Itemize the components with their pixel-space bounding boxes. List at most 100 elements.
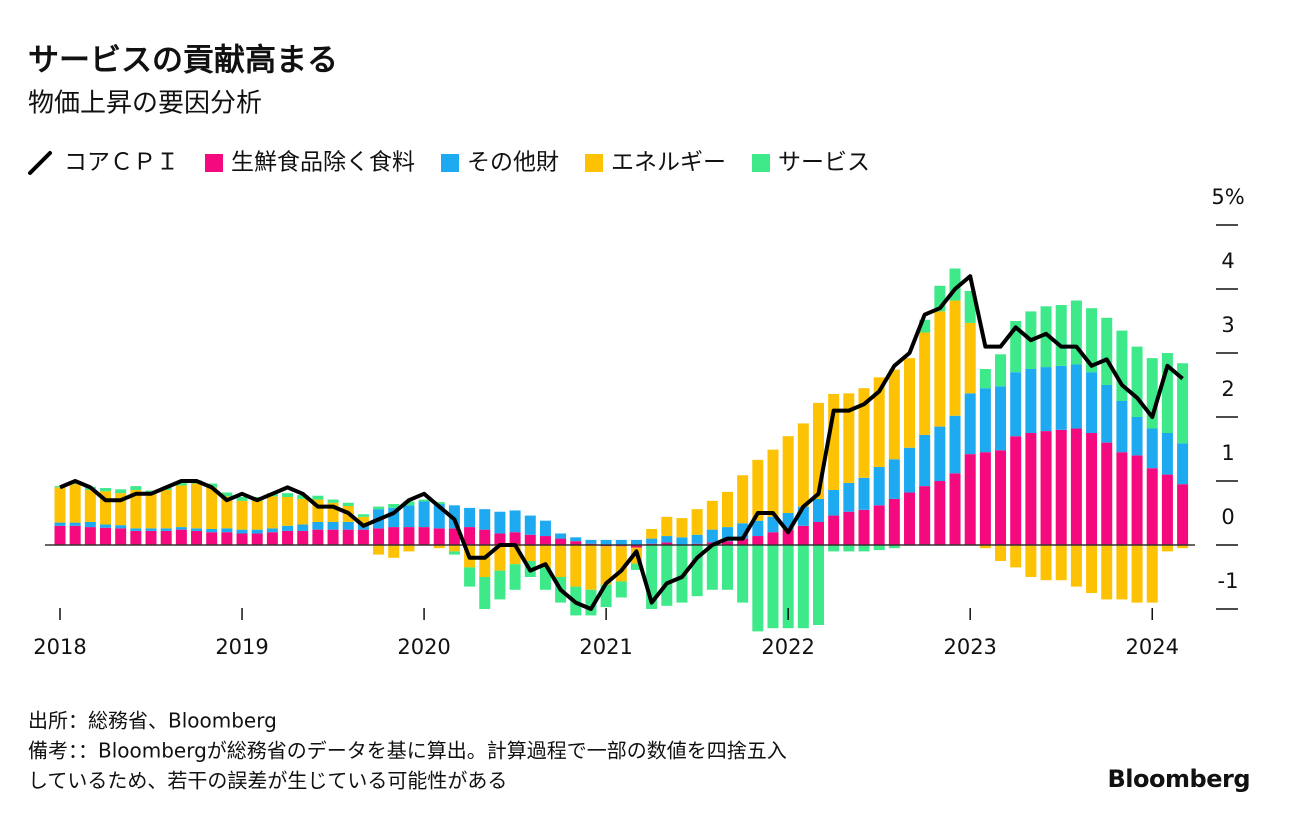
bar-segment xyxy=(813,402,824,499)
bar-segment xyxy=(54,525,66,545)
bar-segment xyxy=(630,545,642,548)
bar-segment xyxy=(191,483,203,529)
bar-segment xyxy=(266,528,278,533)
bar-segment xyxy=(175,529,187,545)
bar-segment xyxy=(388,527,400,545)
bar-segment xyxy=(721,527,733,542)
bar-segment xyxy=(175,482,187,486)
bar-segment xyxy=(282,530,294,545)
bar-segment xyxy=(737,523,749,539)
bar-segment xyxy=(1177,484,1189,545)
bar-segment xyxy=(130,486,142,490)
bar-segment xyxy=(342,521,354,530)
legend-line-icon xyxy=(28,151,52,175)
bar-segment xyxy=(858,477,870,510)
bar-segment xyxy=(539,567,551,590)
bar-segment xyxy=(130,530,142,545)
bar-segment xyxy=(312,529,324,545)
bar-segment xyxy=(1146,358,1158,429)
y-tick-label: 2 xyxy=(1221,377,1234,401)
legend-label: エネルギー xyxy=(611,150,726,176)
bar-segment xyxy=(813,545,824,625)
bar-segment xyxy=(706,545,718,590)
x-tick-label: 2019 xyxy=(215,635,268,659)
bar-segment xyxy=(206,487,218,529)
bar-segment xyxy=(964,322,976,394)
bar-segment xyxy=(737,545,749,603)
bar-segment xyxy=(828,545,840,552)
bar-segment xyxy=(1131,346,1143,417)
source: 出所：総務省、Bloomberg xyxy=(28,709,277,733)
bar-segment xyxy=(1040,431,1052,545)
bar-segment xyxy=(388,504,400,508)
bar-segment xyxy=(282,497,294,526)
bar-segment xyxy=(418,501,430,528)
bar-segment xyxy=(1131,417,1143,456)
bar-segment xyxy=(1161,545,1173,552)
bar-segment xyxy=(418,499,430,502)
bar-segment xyxy=(448,528,460,545)
bar-segment xyxy=(752,459,764,521)
bar-segment xyxy=(191,530,203,545)
bar-segment xyxy=(828,489,840,516)
bar-segment xyxy=(1116,545,1128,600)
bar-segment xyxy=(661,536,673,543)
bar-segment xyxy=(813,498,824,522)
bar-segment xyxy=(555,545,567,577)
bar-segment xyxy=(1161,353,1173,433)
bar-segment xyxy=(433,528,445,545)
bar-segment xyxy=(297,495,309,499)
bar-segment xyxy=(69,522,81,526)
bar-segment xyxy=(373,545,385,555)
y-tick-label: 5% xyxy=(1211,185,1244,209)
bar-segment xyxy=(858,509,870,545)
bar-segment xyxy=(1055,545,1067,581)
y-tick-label: 3 xyxy=(1221,313,1234,337)
bar-segment xyxy=(934,311,946,427)
bar-segment xyxy=(555,533,567,539)
bar-segment xyxy=(221,532,233,545)
bar-segment xyxy=(1086,372,1098,433)
bar-segment xyxy=(84,527,96,545)
bar-segment xyxy=(191,528,203,531)
bar-segment xyxy=(524,534,536,545)
bar-segment xyxy=(615,581,627,598)
bar-segment xyxy=(1131,545,1143,603)
bar-segment xyxy=(130,489,142,529)
bar-segment xyxy=(327,521,339,530)
bar-segment xyxy=(524,515,536,535)
bar-segment xyxy=(1070,300,1082,365)
bar-segment xyxy=(403,545,415,552)
legend-swatch xyxy=(585,154,603,172)
bar-segment xyxy=(979,388,991,453)
bar-segment xyxy=(919,434,931,487)
bar-segment xyxy=(1010,372,1022,437)
bar-segment xyxy=(691,534,703,544)
bar-segment xyxy=(691,509,703,535)
bar-segment xyxy=(646,545,658,609)
x-tick-label: 2021 xyxy=(579,635,632,659)
bar-segment xyxy=(236,529,248,534)
bar-segment xyxy=(509,510,521,533)
y-tick-label: 1 xyxy=(1221,441,1234,465)
bar-segment xyxy=(752,536,764,545)
bar-segment xyxy=(934,285,946,312)
bar-segment xyxy=(600,546,612,585)
bar-segment xyxy=(251,500,263,530)
bar-segment xyxy=(797,545,809,629)
bar-segment xyxy=(282,525,294,531)
bar-segment xyxy=(433,504,445,529)
bar-segment xyxy=(509,564,521,590)
bar-segment xyxy=(630,563,642,570)
bar-segment xyxy=(69,484,81,523)
bar-segment xyxy=(464,507,476,528)
bar-segment xyxy=(721,491,733,528)
bar-segment xyxy=(1146,468,1158,545)
bar-segment xyxy=(327,502,339,522)
bar-segment xyxy=(1177,363,1189,444)
bar-segment xyxy=(767,532,779,545)
bar-segment xyxy=(1040,306,1052,368)
bar-segment xyxy=(145,530,157,545)
bar-segment xyxy=(737,538,749,545)
bar-segment xyxy=(115,493,127,526)
